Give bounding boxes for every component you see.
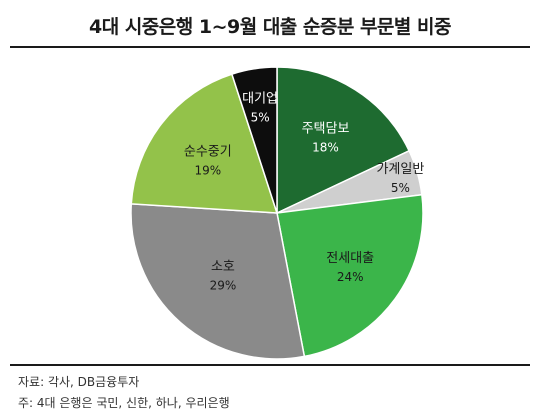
- slice-label-2: 가계일반: [376, 162, 424, 177]
- pie-slice-6: [230, 66, 278, 214]
- slice-value-6: 5%: [251, 110, 270, 124]
- chart-title: 4대 시중은행 1~9월 대출 순증분 부문별 비중: [89, 16, 451, 38]
- source-note: 자료: 각사, DB금융투자: [18, 375, 140, 389]
- slice-label-6: 대기업: [242, 91, 278, 106]
- footnote: 주: 4대 은행은 국민, 신한, 하나, 우리은행: [18, 396, 230, 410]
- slice-value-5: 19%: [194, 163, 221, 177]
- slice-value-2: 5%: [391, 181, 410, 195]
- title-rule: [10, 46, 530, 48]
- slice-label-4: 소호: [211, 259, 235, 274]
- source-rule: [10, 364, 530, 366]
- pie-slice-1: [276, 66, 411, 215]
- slice-label-1: 주택담보: [302, 122, 350, 137]
- slice-label-3: 전세대출: [326, 251, 374, 266]
- pie-slice-5: [130, 73, 279, 214]
- pie-slice-4: [130, 203, 306, 360]
- slice-value-3: 24%: [337, 270, 364, 284]
- pie-slice-3: [276, 193, 424, 358]
- slice-value-4: 29%: [210, 278, 237, 292]
- slice-value-1: 18%: [312, 141, 339, 155]
- slice-label-5: 순수중기: [184, 144, 232, 159]
